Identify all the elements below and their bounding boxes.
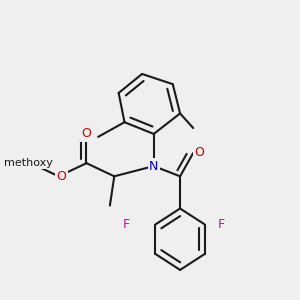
Text: O: O bbox=[194, 146, 204, 159]
Text: O: O bbox=[82, 128, 92, 140]
Text: N: N bbox=[149, 160, 158, 172]
Text: methoxy: methoxy bbox=[4, 158, 52, 168]
Text: F: F bbox=[122, 218, 130, 231]
Text: F: F bbox=[218, 218, 225, 231]
Text: O: O bbox=[57, 170, 67, 183]
